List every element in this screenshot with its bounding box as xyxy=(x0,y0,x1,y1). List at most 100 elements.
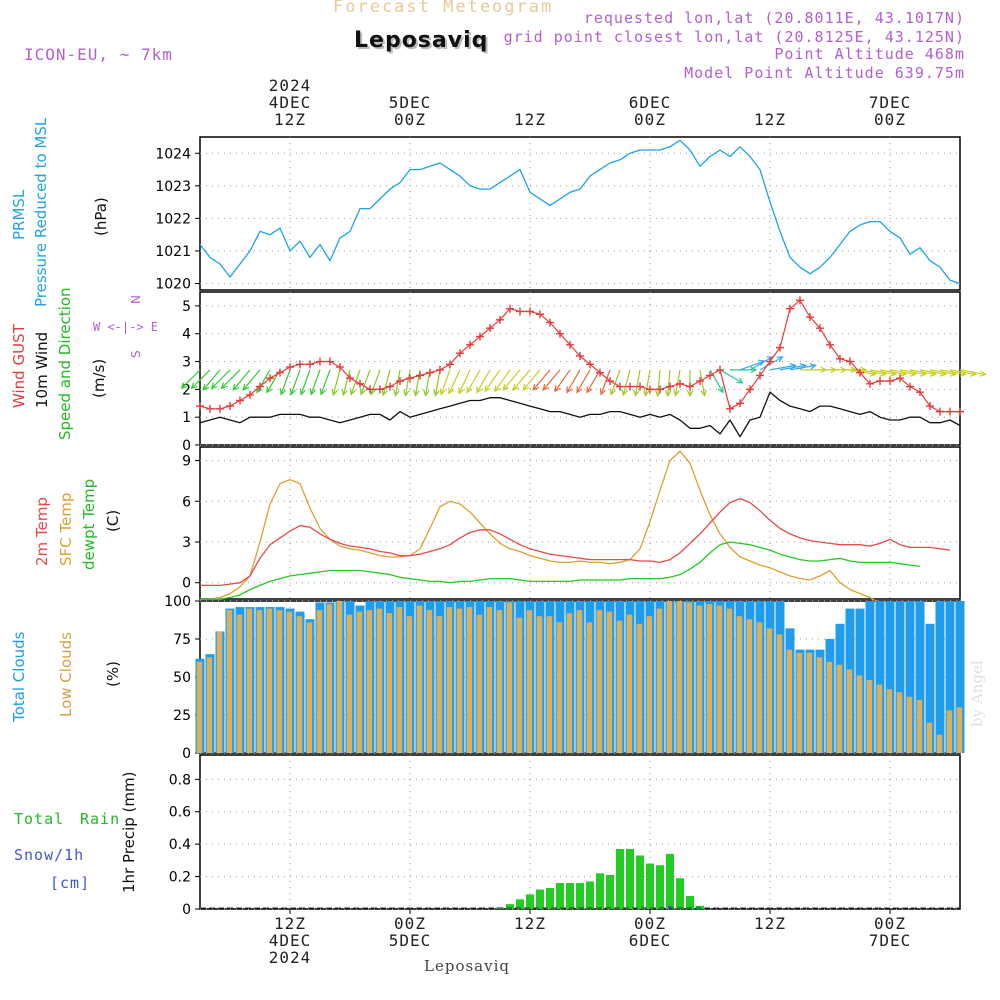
wind-arrow xyxy=(899,369,926,375)
wind-arrow xyxy=(949,369,976,375)
low-cloud-bar xyxy=(846,669,853,753)
gust-marker xyxy=(416,371,424,380)
wind-arrow xyxy=(211,369,231,389)
rain-bar xyxy=(566,883,574,909)
wind-arrow-head xyxy=(494,385,501,393)
low-cloud-bar xyxy=(896,692,903,753)
gust-marker xyxy=(796,296,804,305)
low-cloud-bar xyxy=(406,616,413,753)
gust-marker xyxy=(626,382,634,391)
gust-marker xyxy=(206,404,214,413)
temperature-ytick-label: 0 xyxy=(182,576,191,592)
gust-marker xyxy=(586,360,594,369)
precip-ytick-label: 0 xyxy=(182,902,191,918)
gust-marker xyxy=(556,329,564,338)
wind-arrow xyxy=(939,369,966,375)
wind-ytick-label: 5 xyxy=(182,299,191,315)
top-axis-label: 12Z xyxy=(485,77,575,128)
rain-bar xyxy=(636,855,644,909)
low-cloud-bar xyxy=(806,652,813,753)
wind-arrow xyxy=(221,369,241,389)
low-cloud-bar xyxy=(856,675,863,753)
gust-marker xyxy=(566,340,574,349)
wind-arrow xyxy=(919,369,946,375)
point-altitude: Point Altitude 468m xyxy=(774,45,965,63)
low-cloud-bar xyxy=(226,610,233,753)
wind-arrow-head xyxy=(448,387,455,395)
wind-arrow xyxy=(404,369,411,396)
rain-bar xyxy=(676,878,684,909)
wind10-line xyxy=(199,391,961,438)
pressure-ytick-label: 1023 xyxy=(155,179,191,195)
axis-label-line: 00Z xyxy=(634,914,666,933)
wind-arrow xyxy=(382,369,391,396)
rain-bar xyxy=(646,863,654,909)
wind-arrow-head xyxy=(180,382,188,390)
low-cloud-bar xyxy=(316,610,323,753)
gust-marker xyxy=(266,374,274,383)
gust-marker xyxy=(756,371,764,380)
rain-bar xyxy=(616,849,624,909)
wind-arrow-head xyxy=(210,382,218,390)
low-cloud-bar xyxy=(696,605,703,753)
gust-marker xyxy=(766,357,774,366)
low-cloud-bar xyxy=(196,661,203,753)
gust-marker xyxy=(666,382,674,391)
rain-bar xyxy=(666,853,674,909)
axis-label-line: 12Z xyxy=(514,914,546,933)
rain-bar xyxy=(576,883,584,909)
wind-arrow xyxy=(959,369,986,375)
low-cloud-bar xyxy=(886,689,893,753)
top-axis-label: 12Z xyxy=(725,77,815,128)
gust-marker xyxy=(516,307,524,316)
pressure-line xyxy=(199,139,961,285)
wind-arrow-head xyxy=(673,389,680,397)
gust-marker xyxy=(356,379,364,388)
wind-arrow xyxy=(512,369,531,391)
gust-marker xyxy=(606,377,614,386)
low-cloud-bar xyxy=(586,622,593,753)
sfc-temp-line xyxy=(200,450,881,604)
wind-arrow-head xyxy=(633,389,640,397)
wind-arrow xyxy=(290,369,301,395)
wind-ytick-label: 4 xyxy=(182,327,191,343)
low-cloud-bar xyxy=(276,610,283,753)
gust-marker xyxy=(276,368,284,377)
wind-arrow xyxy=(576,369,591,393)
wind-arrow-head xyxy=(403,389,410,397)
gust-marker xyxy=(746,385,754,394)
low-cloud-bar xyxy=(336,601,343,753)
pressure-ytick-label: 1022 xyxy=(155,211,191,227)
total-label: Total xyxy=(14,810,65,828)
gust-marker xyxy=(856,368,864,377)
bottom-axis-label: 00Z 7DEC xyxy=(845,915,935,966)
rain-label: Rain xyxy=(80,810,121,828)
low-cloud-bar xyxy=(686,602,693,753)
low-cloud-bar xyxy=(936,734,943,753)
wind-arrow xyxy=(280,369,291,395)
low-cloud-bar xyxy=(726,608,733,753)
axis-label-line: 12Z xyxy=(514,110,546,129)
pressure-ytick-label: 1020 xyxy=(155,276,191,292)
wind-arrow-head xyxy=(576,386,583,394)
gust-marker xyxy=(656,385,664,394)
chart-title: Forecast Meteogram xyxy=(333,0,554,17)
gust-marker xyxy=(916,388,924,397)
gust-marker xyxy=(436,365,444,374)
low-cloud-bar xyxy=(786,649,793,753)
axis-label-line: 00Z xyxy=(874,914,906,933)
rain-bar xyxy=(526,894,534,909)
axis-label-line xyxy=(725,949,815,966)
gust-marker xyxy=(886,377,894,386)
low-cloud-bar xyxy=(376,608,383,753)
gust-marker xyxy=(396,377,404,386)
wind-ytick-label: 3 xyxy=(182,355,191,371)
t2m-line xyxy=(200,497,951,587)
gust-marker xyxy=(346,374,354,383)
wind-arrow-head xyxy=(542,383,550,391)
low-cloud-bar xyxy=(656,608,663,753)
low-cloud-bar xyxy=(646,616,653,753)
gust-marker xyxy=(406,374,414,383)
gust-marker xyxy=(336,363,344,372)
pressure-ytick-label: 1024 xyxy=(155,146,191,162)
